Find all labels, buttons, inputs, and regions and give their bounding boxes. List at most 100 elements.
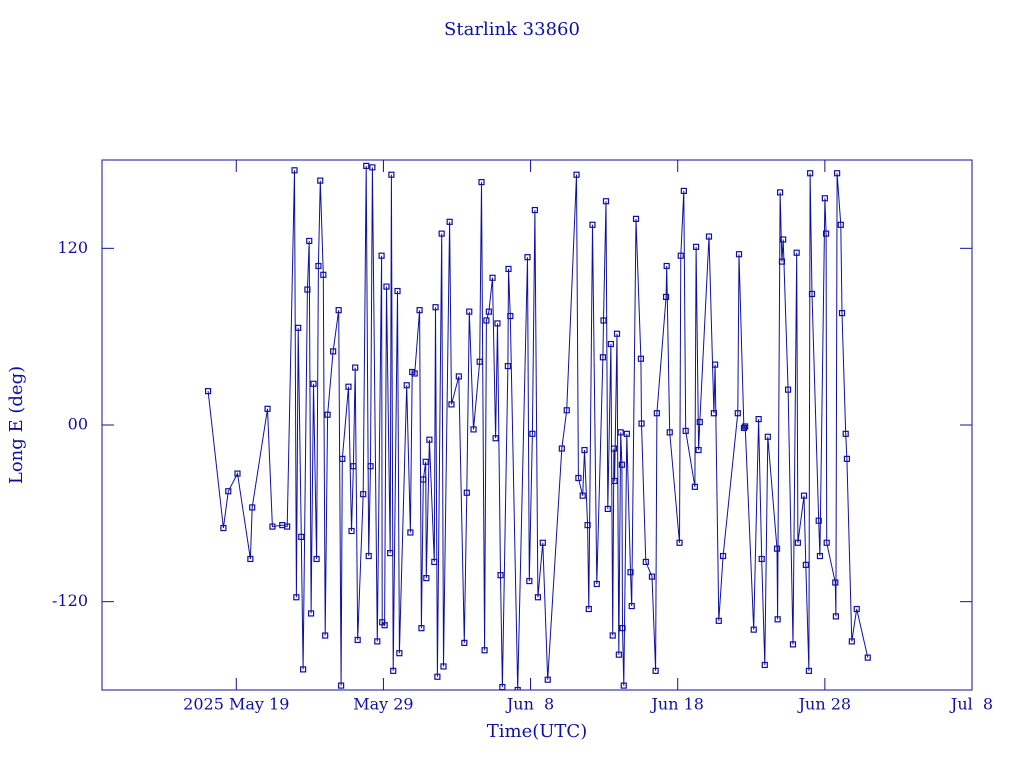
- data-point: [360, 491, 367, 498]
- data-point: [677, 252, 684, 259]
- data-point: [805, 667, 813, 674]
- data-point: [383, 283, 390, 290]
- data-point: [609, 632, 616, 639]
- data-point: [832, 613, 839, 620]
- x-tick-label: Jun 18: [649, 695, 703, 714]
- data-point: [776, 189, 784, 196]
- y-tick-label: 00: [68, 415, 88, 434]
- data-point: [320, 271, 327, 278]
- data-point: [680, 187, 687, 195]
- data-point: [354, 636, 361, 644]
- data-point: [780, 236, 787, 243]
- data-point: [394, 287, 401, 295]
- data-point: [478, 178, 485, 186]
- data-point: [642, 558, 649, 566]
- data-point: [773, 545, 781, 552]
- data-point: [489, 274, 496, 281]
- data-point: [234, 470, 241, 477]
- data-point: [330, 348, 337, 355]
- data-point: [481, 647, 488, 654]
- data-point: [589, 221, 596, 228]
- data-point: [604, 505, 611, 513]
- data-point: [440, 663, 447, 670]
- data-point: [225, 488, 232, 495]
- data-point: [676, 539, 683, 546]
- data-point: [821, 195, 828, 202]
- data-point: [653, 410, 660, 417]
- data-point: [348, 527, 355, 535]
- x-tick-label: Jun 8: [505, 695, 554, 714]
- data-point: [416, 307, 423, 314]
- chart-title: Starlink 33860: [444, 19, 580, 40]
- data-point: [712, 361, 719, 368]
- data-point: [807, 170, 814, 177]
- data-point: [693, 243, 700, 250]
- x-axis-label: Time(UTC): [487, 721, 587, 742]
- plot-area: [204, 162, 871, 690]
- data-point: [411, 370, 418, 377]
- data-point: [620, 682, 627, 689]
- data-point: [584, 522, 591, 529]
- data-point: [544, 676, 551, 683]
- data-point: [423, 575, 430, 582]
- data-point: [834, 170, 841, 177]
- data-point: [507, 312, 514, 320]
- data-point: [264, 405, 271, 412]
- data-point: [682, 427, 689, 434]
- data-point: [249, 504, 256, 511]
- data-point: [339, 455, 346, 462]
- data-point: [628, 602, 635, 610]
- data-point: [470, 426, 477, 433]
- data-point: [455, 373, 462, 380]
- data-point: [794, 539, 801, 546]
- x-tick-label: Jun 28: [797, 695, 851, 714]
- data-point: [374, 638, 381, 645]
- data-point: [497, 572, 504, 579]
- data-point: [575, 474, 582, 482]
- data-point: [269, 523, 276, 530]
- x-tick-label: May 29: [353, 695, 413, 714]
- data-point: [539, 539, 546, 546]
- data-point: [306, 237, 313, 245]
- data-point: [573, 171, 580, 178]
- data-point: [492, 435, 499, 442]
- data-point: [220, 524, 227, 532]
- data-point: [784, 386, 792, 393]
- data-point: [534, 594, 542, 601]
- data-point: [388, 171, 395, 178]
- data-point: [304, 286, 311, 293]
- data-point: [778, 258, 786, 265]
- data-point: [735, 251, 743, 258]
- data-point: [742, 423, 749, 430]
- data-point: [390, 667, 397, 674]
- data-point: [378, 252, 385, 259]
- data-point: [793, 249, 800, 256]
- x-tick-label: 2025 May 19: [183, 695, 289, 714]
- data-point: [607, 340, 614, 348]
- data-point: [381, 622, 388, 629]
- data-point: [352, 364, 359, 371]
- data-point: [774, 616, 781, 623]
- data-point: [602, 198, 610, 205]
- data-point: [853, 605, 860, 613]
- data-point: [715, 617, 722, 624]
- data-point: [317, 177, 324, 184]
- data-point: [432, 304, 439, 311]
- data-point: [463, 489, 470, 496]
- data-point: [307, 610, 315, 617]
- data-point: [710, 410, 717, 417]
- data-point: [662, 293, 670, 301]
- data-point: [365, 552, 372, 560]
- data-point: [363, 162, 370, 169]
- data-point: [755, 416, 762, 423]
- data-point: [843, 455, 851, 462]
- data-point: [619, 625, 626, 632]
- data-point: [740, 424, 748, 432]
- data-point: [324, 411, 331, 418]
- data-point: [838, 310, 846, 317]
- data-point: [761, 661, 768, 669]
- data-point: [648, 573, 656, 580]
- data-point: [369, 164, 376, 171]
- data-point: [345, 383, 352, 390]
- data-point: [403, 382, 410, 389]
